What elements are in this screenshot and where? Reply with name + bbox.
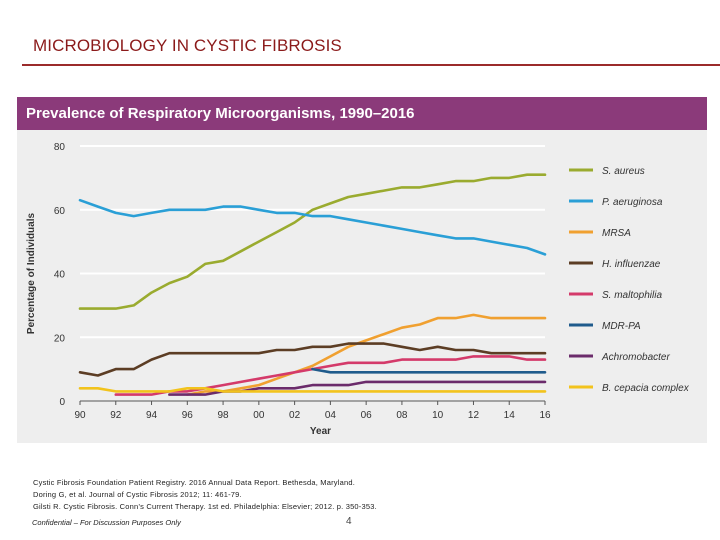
y-tick-label: 0	[59, 397, 65, 408]
x-tick-label: 96	[182, 410, 194, 421]
x-tick-label: 12	[468, 410, 480, 421]
page-number: 4	[346, 516, 352, 527]
x-tick-label: 06	[361, 410, 373, 421]
x-tick-label: 08	[396, 410, 408, 421]
legend-label-1: P. aeruginosa	[602, 197, 663, 208]
y-tick-label: 80	[54, 142, 66, 153]
grid-lines	[80, 145, 545, 339]
reference-1: Cystic Fibrosis Foundation Patient Regis…	[33, 478, 355, 487]
series-line-1	[78, 198, 547, 256]
x-tick-label: 92	[110, 410, 122, 421]
series-lines	[78, 173, 547, 396]
legend-label-7: B. cepacia complex	[602, 383, 690, 394]
x-tick-label: 94	[146, 410, 158, 421]
x-tick-label: 98	[218, 410, 230, 421]
series-line-5	[311, 367, 547, 374]
x-tick-label: 14	[504, 410, 516, 421]
chart-header: Prevalence of Respiratory Microorganisms…	[17, 97, 707, 130]
axes: 0 20 40 60 80 90 92 94 96 98 00 02 04 06 08 10 12 14 16 Yea…	[26, 142, 551, 437]
legend-label-4: S. maltophilia	[602, 290, 662, 301]
series-line-4	[114, 355, 547, 396]
x-tick-label: 10	[432, 410, 444, 421]
reference-3: Gilsti R. Cystic Fibrosis. Conn’s Curren…	[33, 502, 377, 511]
y-axis-label: Percentage of Individuals	[26, 212, 37, 334]
reference-2: Doring G, et al. Journal of Cystic Fibro…	[33, 490, 242, 499]
y-tick-label: 60	[54, 206, 66, 217]
chart-panel: Prevalence of Respiratory Microorganisms…	[17, 97, 707, 443]
chart-title: Prevalence of Respiratory Microorganisms…	[26, 105, 415, 122]
legend-label-2: MRSA	[602, 228, 631, 239]
confidential-footer: Confidential – For Discussion Purposes O…	[32, 518, 181, 527]
legend: S. aureus P. aeruginosa MRSA H. influenzae S…	[569, 166, 690, 394]
x-tick-label: 02	[289, 410, 301, 421]
series-line-0	[78, 173, 547, 310]
slide-title: MICROBIOLOGY IN CYSTIC FIBROSIS	[33, 36, 342, 55]
line-chart: 0 20 40 60 80 90 92 94 96 98 00 02 04 06 08 10 12 14 16 Yea…	[26, 142, 690, 437]
x-axis-label: Year	[310, 426, 331, 437]
legend-label-3: H. influenzae	[602, 259, 661, 270]
x-tick-label: 00	[253, 410, 265, 421]
x-tick-label: 04	[325, 410, 337, 421]
y-tick-label: 40	[54, 270, 66, 281]
series-line-7	[78, 386, 547, 393]
x-tick-label: 90	[74, 410, 86, 421]
title-divider	[22, 64, 720, 66]
legend-label-5: MDR-PA	[602, 321, 641, 332]
series-line-3	[78, 342, 547, 377]
y-tick-label: 20	[54, 333, 66, 344]
series-line-2	[186, 313, 547, 396]
legend-label-6: Achromobacter	[601, 352, 670, 363]
x-tick-label: 16	[539, 410, 551, 421]
legend-label-0: S. aureus	[602, 166, 645, 177]
